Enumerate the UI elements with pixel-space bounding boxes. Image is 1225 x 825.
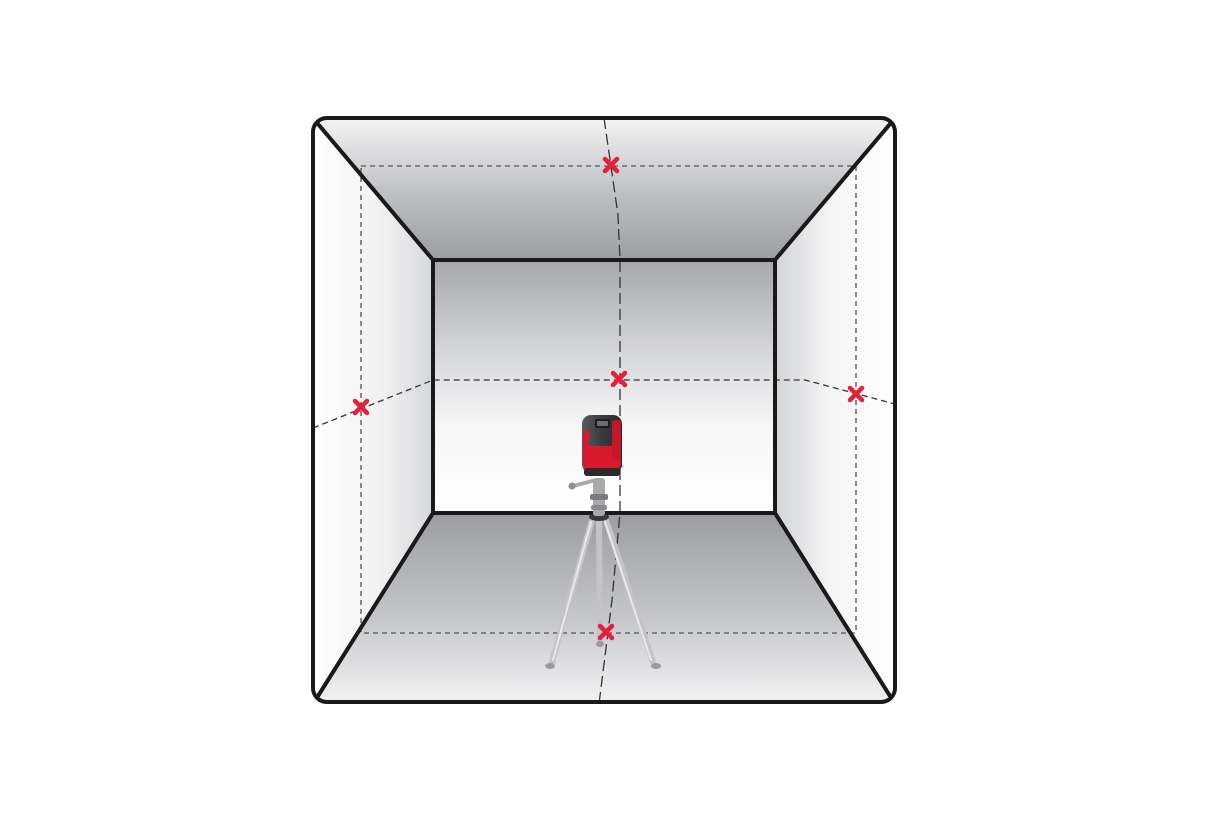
back-wall-mark: [610, 370, 628, 388]
left-wall: [313, 118, 433, 702]
floor: [313, 513, 895, 702]
laser-marks: [352, 156, 865, 641]
room-edges: [311, 116, 897, 704]
ceiling: [313, 118, 895, 260]
right-wall-mark: [847, 385, 865, 403]
right-wall: [775, 118, 895, 702]
cross-line-laser-level: [582, 415, 622, 476]
ceiling-mark: [602, 156, 620, 174]
vertical-plumb-line: [597, 118, 621, 702]
floor-mark: [597, 623, 615, 641]
left-wall-mark: [352, 398, 370, 416]
